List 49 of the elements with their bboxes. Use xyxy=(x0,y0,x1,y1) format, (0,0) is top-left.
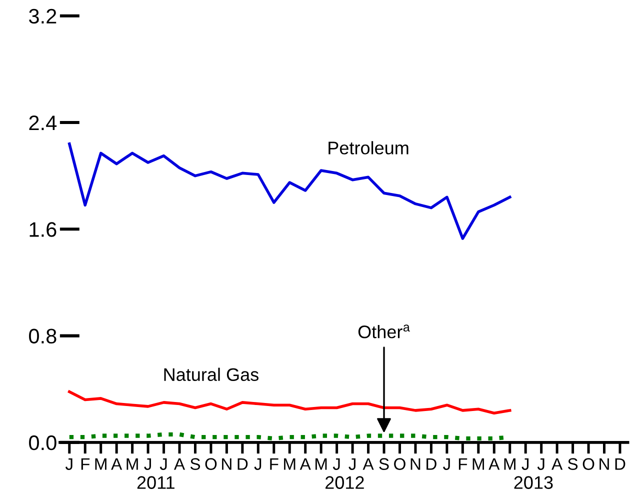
x-tick-label: S xyxy=(568,458,578,470)
text: 2011 xyxy=(137,476,174,489)
x-tick-label: J xyxy=(65,458,72,470)
x-tick-label: J xyxy=(537,458,544,470)
x-tick-label: A xyxy=(174,458,186,470)
x-tick-label: M xyxy=(472,458,484,470)
x-tick-label: D xyxy=(238,458,248,470)
y-tick-label: 2.4 xyxy=(29,116,57,130)
text: 2013 xyxy=(514,476,553,489)
y-tick-label: 1.6 xyxy=(30,222,56,237)
x-tick-label: A xyxy=(111,458,122,470)
text: 2012 xyxy=(326,476,364,489)
line-series xyxy=(68,142,512,240)
x-tick-label: F xyxy=(270,458,278,470)
x-tick-label: S xyxy=(379,458,389,470)
y-tick-label: 0.0 xyxy=(29,435,56,450)
x-tick-label: F xyxy=(458,458,468,470)
x-tick-label: J xyxy=(144,458,151,470)
x-tick-label: J xyxy=(160,458,167,470)
x-tick-label: M xyxy=(284,458,296,470)
x-tick-label: F xyxy=(81,458,90,470)
x-tick-label: J xyxy=(348,458,356,470)
x-tick-label: D xyxy=(426,458,436,470)
text: Other$^{a}$ xyxy=(358,324,410,338)
x-tick-label: S xyxy=(190,458,200,470)
x-tick-label: A xyxy=(300,458,311,470)
x-tick-label: M xyxy=(504,458,516,470)
y-tick-label: 3.2 xyxy=(29,8,56,24)
line-series xyxy=(68,390,512,414)
x-tick-label: M xyxy=(95,458,106,470)
x-tick-label: D xyxy=(615,458,626,470)
x-tick-label: J xyxy=(522,458,529,470)
series-label: Petroleum xyxy=(328,141,408,154)
x-tick-label: A xyxy=(552,458,563,470)
x-tick-label: O xyxy=(394,458,406,470)
x-tick-label: M xyxy=(316,458,327,470)
x-tick-label: A xyxy=(362,458,374,470)
x-tick-label: O xyxy=(205,458,217,470)
series-label: Natural Gas xyxy=(164,368,258,382)
x-tick-label: M xyxy=(126,458,138,470)
x-tick-label: J xyxy=(332,458,340,470)
x-tick-label: N xyxy=(600,458,609,470)
x-tick-label: J xyxy=(443,458,450,470)
x-tick-label: J xyxy=(254,458,262,470)
x-tick-label: N xyxy=(410,458,420,470)
y-tick-label: 0.8 xyxy=(29,328,56,344)
x-tick-label: N xyxy=(222,458,232,470)
x-tick-label: O xyxy=(582,458,594,470)
x-tick-label: A xyxy=(488,458,500,470)
